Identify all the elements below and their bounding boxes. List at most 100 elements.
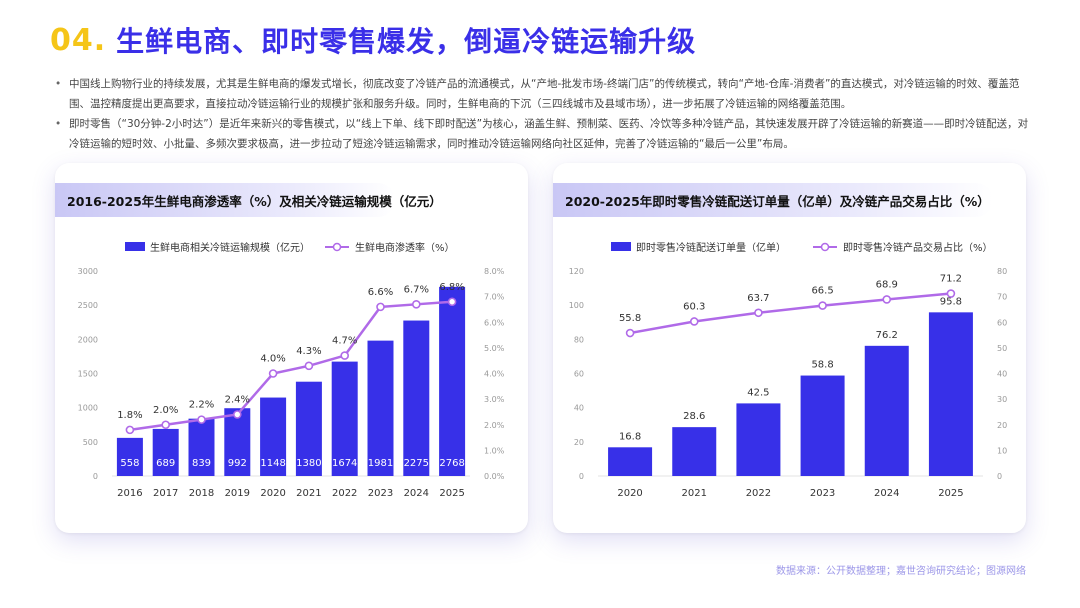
y2-tick-label: 3.0% [484, 395, 505, 404]
y2-tick-label: 5.0% [484, 344, 505, 353]
bullet-ecommerce: 中国线上购物行业的持续发展，尤其是生鲜电商的爆发式增长，彻底改变了冷链产品的流通… [55, 74, 1030, 114]
bar-value-label: 839 [192, 458, 211, 469]
x-tick-label: 2022 [746, 488, 771, 499]
line-value-label: 2.0% [153, 405, 178, 416]
y-tick-label: 120 [569, 267, 584, 276]
legend-line-marker [820, 242, 830, 252]
y-tick-label: 20 [574, 438, 584, 447]
y-tick-label: 0 [93, 472, 98, 481]
line-value-label: 63.7 [747, 293, 769, 304]
bar-value-label: 2275 [404, 458, 429, 469]
page-title-row: 04. 生鲜电商、即时零售爆发，倒逼冷链运输升级 [50, 18, 696, 62]
chart-ecommerce-svg: 生鲜电商相关冷链运输规模（亿元） 生鲜电商渗透率（%） 0 500 1000 1500 20… [78, 241, 505, 499]
line-value-label: 4.7% [332, 336, 357, 347]
intro-bullets: 中国线上购物行业的持续发展，尤其是生鲜电商的爆发式增长，彻底改变了冷链产品的流通… [55, 74, 1030, 154]
y2-tick-label: 80 [997, 267, 1007, 276]
y2-tick-label: 20 [997, 421, 1007, 430]
y-tick-label: 2500 [78, 301, 98, 310]
bar [672, 427, 717, 476]
y2-tick-label: 50 [997, 344, 1007, 353]
x-tick-label: 2025 [439, 488, 464, 499]
y-tick-label: 0 [579, 472, 584, 481]
line-value-label: 2.2% [189, 400, 214, 411]
y-tick-label: 40 [574, 404, 584, 413]
line-point [125, 425, 135, 435]
line-point [161, 420, 170, 430]
y2-tick-label: 1.0% [484, 446, 505, 455]
y2-tick-label: 70 [997, 293, 1007, 302]
line-value-label: 2.4% [225, 395, 250, 406]
bar-value-label: 689 [156, 458, 175, 469]
bar-value-label: 16.8 [619, 431, 641, 442]
bar [295, 381, 322, 476]
bar [224, 408, 251, 476]
x-tick-label: 2024 [404, 488, 429, 499]
y2-tick-label: 0.0% [484, 472, 505, 481]
bar [439, 286, 466, 476]
x-tick-label: 2019 [225, 488, 250, 499]
bar [608, 447, 653, 476]
line-point [411, 300, 421, 309]
line-point [946, 289, 956, 298]
line-point [754, 308, 763, 318]
legend-line-label: 即时零售冷链产品交易占比（%） [843, 241, 993, 254]
x-tick-label: 2022 [332, 488, 357, 499]
section-number: 04. [50, 22, 107, 58]
line-value-label: 6.6% [368, 287, 393, 298]
bar [928, 312, 973, 476]
line-point [197, 415, 206, 424]
x-tick-label: 2023 [810, 488, 835, 499]
y-tick-label: 2000 [78, 335, 98, 344]
bar-value-label: 58.8 [811, 360, 833, 371]
x-tick-label: 2025 [938, 488, 963, 499]
line-value-label: 4.3% [296, 346, 321, 357]
bar [331, 361, 358, 476]
line-point [304, 361, 314, 371]
data-source-note: 数据来源：公开数据整理；嘉世咨询研究结论；图源网络 [776, 566, 1026, 577]
y2-tick-label: 0 [997, 472, 1002, 481]
bar-value-label: 1674 [332, 458, 357, 469]
line-series [129, 300, 453, 432]
line-value-label: 60.3 [683, 301, 705, 312]
line-value-label: 71.2 [940, 274, 962, 285]
chart-instant-retail-svg: 即时零售冷链配送订单量（亿单） 即时零售冷链产品交易占比（%） 0 20 40 60 80 1… [569, 241, 1007, 499]
x-tick-label: 2017 [153, 488, 178, 499]
x-tick-label: 2024 [874, 488, 899, 499]
line-value-label: 68.9 [876, 279, 898, 290]
line-value-label: 6.7% [404, 284, 429, 295]
y-tick-label: 500 [83, 438, 98, 447]
chart-card-instant-retail: 2020-2025年即时零售冷链配送订单量（亿单）及冷链产品交易占比（%） 即时… [553, 163, 1026, 533]
x-tick-label: 2020 [260, 488, 285, 499]
bar-value-label: 1148 [260, 458, 285, 469]
legend-bar-swatch [611, 242, 631, 251]
bar-value-label: 42.5 [747, 387, 769, 398]
line-series [629, 292, 952, 335]
y-tick-label: 100 [569, 301, 584, 310]
bar-value-label: 95.8 [940, 296, 962, 307]
y-tick-label: 3000 [78, 267, 98, 276]
bar-value-label: 558 [120, 458, 139, 469]
bar [188, 418, 215, 476]
line-point [268, 369, 278, 378]
chart-title: 2016-2025年生鲜电商渗透率（%）及相关冷链运输规模（亿元） [55, 183, 442, 217]
page-title: 生鲜电商、即时零售爆发，倒逼冷链运输升级 [116, 25, 697, 58]
line-value-label: 55.8 [619, 313, 641, 324]
legend-line-label: 生鲜电商渗透率（%） [355, 241, 455, 254]
y2-tick-label: 40 [997, 370, 1007, 379]
line-point [340, 351, 350, 360]
y-tick-label: 80 [574, 335, 584, 344]
y2-tick-label: 60 [997, 318, 1007, 327]
y2-tick-label: 30 [997, 395, 1007, 404]
bar [367, 340, 394, 476]
chart-card-ecommerce: 2016-2025年生鲜电商渗透率（%）及相关冷链运输规模（亿元） 生鲜电商相关… [55, 163, 528, 533]
line-value-label: 66.5 [811, 286, 833, 297]
legend-bar-swatch [125, 242, 145, 251]
bar [116, 437, 143, 476]
line-point [376, 302, 385, 312]
bullet-instant-retail: 即时零售（“30分钟-2小时达”）是近年来新兴的零售模式，以“线上下单、线下即时… [55, 114, 1030, 154]
line-point [882, 295, 892, 304]
line-point [447, 297, 457, 307]
chart-title: 2020-2025年即时零售冷链配送订单量（亿单）及冷链产品交易占比（%） [553, 183, 993, 217]
bar [260, 397, 287, 476]
legend-bar-label: 生鲜电商相关冷链运输规模（亿元） [150, 241, 310, 254]
